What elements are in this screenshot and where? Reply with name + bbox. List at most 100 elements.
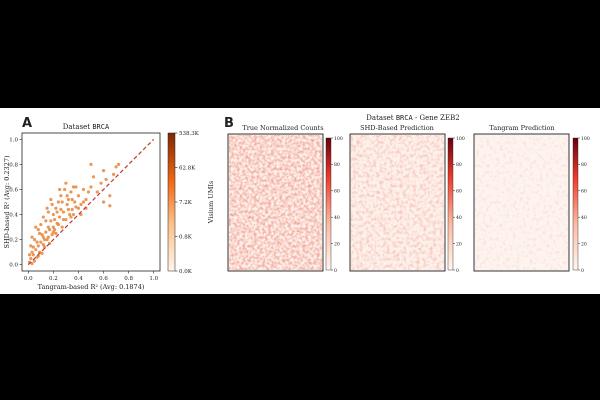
spatial-map-shd: SHD-Based Prediction 100 80 60 40 20 0	[349, 124, 465, 274]
y-tick-label: 0.6	[9, 187, 18, 193]
scatter-point	[39, 222, 43, 227]
scatter-point	[49, 219, 53, 223]
spatial-map-true: True Normalized Counts 100 80 60 40 20 0	[227, 124, 343, 274]
scatter-point	[45, 206, 49, 210]
scatter-point	[64, 217, 68, 222]
scatter-point	[53, 228, 57, 232]
umi-colorbar-label: Visium UMIs	[207, 181, 215, 225]
scatter-point	[76, 206, 81, 210]
colorbar-tick-label: 40	[581, 215, 587, 221]
scatter-point	[89, 185, 93, 189]
scatter-point	[30, 250, 34, 254]
scatter-x-label: Tangram-based R² (Avg: 0.1874)	[38, 283, 145, 291]
scatter-point	[41, 243, 45, 247]
scatter-point	[99, 181, 103, 185]
scatter-point	[95, 190, 99, 194]
scatter-point	[89, 162, 93, 166]
y-tick-label: 0.0	[9, 263, 18, 269]
scatter-point	[42, 238, 47, 242]
scatter-point	[101, 169, 106, 173]
scatter-point	[40, 251, 44, 256]
scatter-point	[29, 256, 33, 261]
scatter-point	[49, 197, 53, 202]
scatter-point	[65, 202, 69, 207]
scatter-point	[69, 215, 73, 219]
scatter-point	[111, 172, 116, 176]
colorbar-tick-label: 80	[581, 162, 587, 168]
colorbar-tick-label: 0	[334, 268, 337, 274]
scatter-point	[29, 244, 33, 248]
scatter-point	[79, 212, 83, 217]
scatter-point	[55, 210, 59, 214]
scatter-point	[46, 235, 50, 239]
scatter-point	[34, 225, 38, 229]
scatter-point	[32, 259, 37, 263]
x-tick-label: 0.8	[124, 276, 133, 282]
colorbar-tick-label: 62.8K	[179, 166, 196, 172]
scatter-point	[44, 219, 48, 223]
colorbar-tick-label: 60	[456, 189, 462, 195]
scatter-point	[61, 217, 65, 222]
scatter-point	[65, 194, 69, 198]
umi-colorbar-ticks: 538.3K 62.8K 7.2K 0.8K 0.0K	[175, 131, 200, 275]
colorbar-tick-label: 80	[456, 162, 462, 168]
scatter-y-label: SHD-based R² (Avg: 0.2327)	[3, 155, 11, 248]
panel-b-label: B	[224, 116, 234, 131]
colorbar-tick-label: 100	[581, 136, 590, 142]
scatter-point	[54, 231, 58, 235]
umi-colorbar	[167, 132, 176, 272]
colorbar-tick-label: 40	[456, 215, 462, 221]
scatter-point	[63, 187, 67, 192]
spatial-map-title: True Normalized Counts	[242, 124, 323, 132]
scatter-point	[50, 202, 54, 207]
scatter-point	[56, 200, 60, 204]
scatter-point	[84, 197, 88, 202]
scatter-points	[27, 162, 121, 266]
scatter-point	[71, 212, 76, 217]
y-tick-label: 0.2	[9, 238, 18, 244]
x-tick-label: 1.0	[149, 276, 158, 282]
scatter-point	[31, 245, 35, 249]
scatter-point	[81, 200, 86, 204]
colorbar-tick-label: 20	[334, 241, 340, 247]
scatter-title: Dataset BRCA	[63, 123, 110, 131]
scatter-point	[58, 187, 62, 192]
scatter-point	[66, 197, 71, 202]
scatter-point	[53, 217, 57, 222]
scatter-point	[81, 187, 86, 192]
colorbar-tick-label: 60	[334, 189, 340, 195]
scatter-point	[51, 230, 55, 234]
scatter-y-ticks: 0.0 0.2 0.4 0.6 0.8 1.0	[9, 137, 22, 269]
x-tick-label: 0.6	[99, 276, 108, 282]
colorbar-true-ticks: 100 80 60 40 20 0	[331, 136, 343, 274]
panel-a-label: A	[22, 116, 32, 131]
colorbar-true	[325, 137, 332, 271]
colorbar-tick-label: 20	[456, 241, 462, 247]
x-tick-label: 0.4	[74, 276, 83, 282]
colorbar-tick-label: 40	[334, 215, 340, 221]
colorbar-tick-label: 538.3K	[179, 131, 200, 137]
scatter-point	[86, 190, 91, 194]
colorbar-tick-label: 0	[581, 268, 584, 274]
scatter-point	[59, 194, 63, 198]
scatter-point	[108, 204, 112, 208]
scatter-point	[46, 225, 50, 229]
scatter-point	[91, 175, 96, 179]
scatter-point	[70, 197, 74, 202]
scatter-point	[117, 162, 121, 166]
scatter-point	[42, 245, 47, 249]
scatter-point	[66, 207, 71, 212]
scatter-point	[60, 200, 64, 204]
spatial-map-title: SHD-Based Prediction	[360, 124, 434, 132]
scatter-point	[34, 248, 38, 252]
colorbar-tick-label: 0.0K	[179, 269, 193, 275]
colorbar-tick-label: 7.2K	[179, 200, 193, 206]
scatter-point	[32, 238, 37, 242]
figure-panel: A Dataset BRCA 0.0 0.2 0.4 0.6 0.8 1.0 0.0 0.2…	[0, 108, 600, 294]
x-tick-label: 0.0	[24, 276, 33, 282]
scatter-point	[30, 261, 34, 266]
scatter-point	[71, 185, 76, 189]
scatter-point	[60, 225, 64, 229]
scatter-point	[76, 194, 81, 198]
scatter-point	[51, 212, 55, 217]
